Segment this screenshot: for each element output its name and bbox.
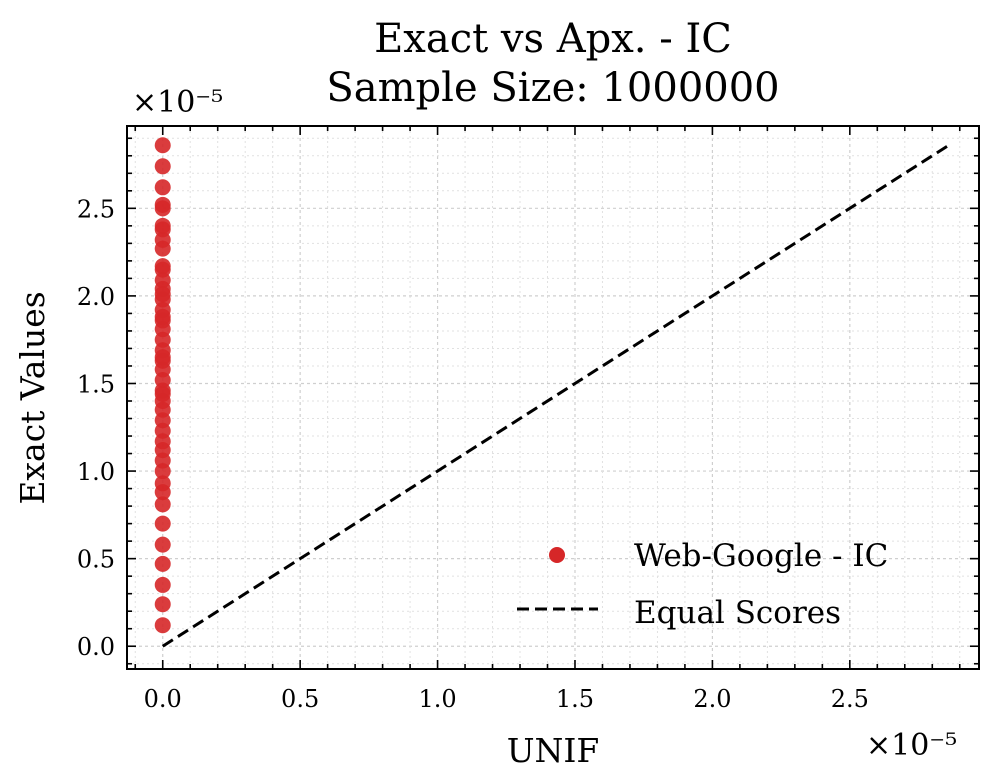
scatter-point xyxy=(154,286,171,303)
x-tick-label: 0.0 xyxy=(144,685,182,713)
x-tick-label: 0.5 xyxy=(281,685,319,713)
y-tick-label: 2.5 xyxy=(77,195,115,223)
y-tick-label: 2.0 xyxy=(77,283,115,311)
scatter-point xyxy=(154,484,171,501)
scatter-point xyxy=(154,536,171,553)
scatter-point xyxy=(154,596,171,613)
y-tick-label: 0.0 xyxy=(77,633,115,661)
data-series xyxy=(154,137,950,648)
legend-label-web-google: Web-Google - IC xyxy=(634,538,888,574)
scatter-point xyxy=(154,349,171,366)
scatter-point xyxy=(154,308,171,325)
axis-ticks: 0.0 0.5 1.0 1.5 2.0 2.5 0.0 0.5 1.0 1.5 2.0 2.5 xyxy=(77,126,979,713)
legend: Web-Google - IC Equal Scores xyxy=(517,538,888,631)
chart-subtitle: Sample Size: 1000000 xyxy=(326,65,779,111)
scatter-point xyxy=(154,196,171,213)
x-offset-label: ×10⁻⁵ xyxy=(866,728,957,763)
scatter-point xyxy=(154,576,171,593)
scatter-point xyxy=(154,217,171,234)
scatter-point xyxy=(154,496,171,513)
y-tick-label: 0.5 xyxy=(77,546,115,574)
x-axis-label: UNIF xyxy=(507,731,600,770)
x-tick-label: 2.5 xyxy=(831,685,869,713)
x-tick-label: 1.0 xyxy=(418,685,456,713)
scatter-point xyxy=(154,258,171,275)
chart-title: Exact vs Apx. - IC xyxy=(374,16,732,62)
plot-frame xyxy=(126,125,980,670)
legend-label-equal-scores: Equal Scores xyxy=(634,595,841,631)
x-tick-label: 1.5 xyxy=(556,685,594,713)
x-tick-label: 2.0 xyxy=(693,685,731,713)
y-axis-label: Exact Values xyxy=(13,291,52,504)
scatter-point xyxy=(154,515,171,532)
legend-marker-web-google xyxy=(549,547,565,563)
scatter-point xyxy=(154,137,171,154)
scatter-point xyxy=(154,385,171,402)
scatter-point xyxy=(154,179,171,196)
scatter-point xyxy=(154,555,171,572)
y-tick-label: 1.0 xyxy=(77,458,115,486)
scatter-point xyxy=(154,158,171,175)
scatter-point xyxy=(154,617,171,634)
equal-scores-line xyxy=(161,144,950,648)
y-offset-label: ×10⁻⁵ xyxy=(132,85,223,120)
y-tick-label: 1.5 xyxy=(77,370,115,398)
